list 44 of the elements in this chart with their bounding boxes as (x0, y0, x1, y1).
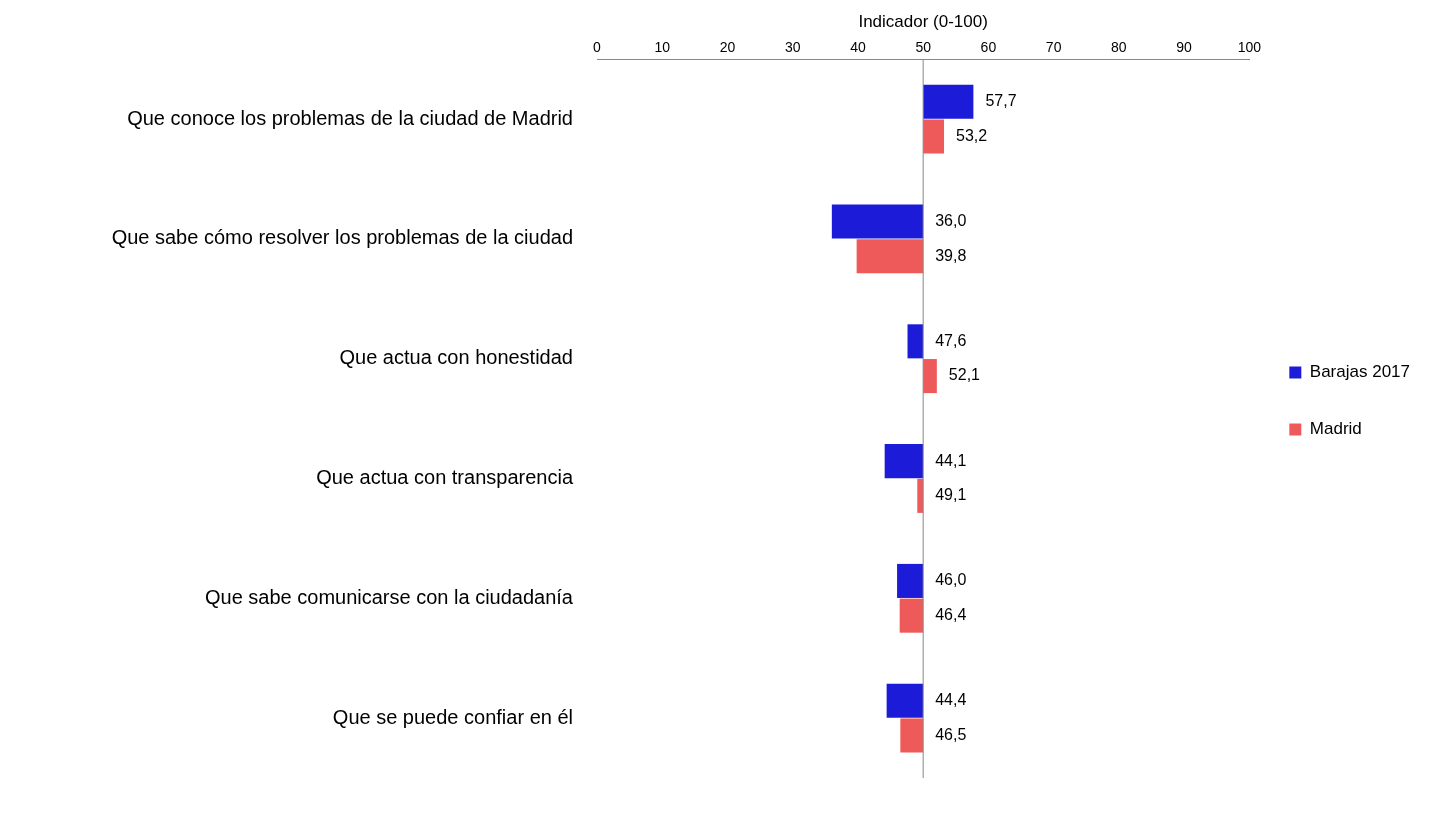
data-label: 39,8 (935, 246, 967, 264)
data-label: 44,4 (935, 691, 967, 709)
data-label: 49,1 (935, 486, 967, 504)
legend-label: Barajas 2017 (1309, 362, 1411, 382)
data-label: 46,4 (935, 606, 967, 624)
bar (897, 563, 924, 598)
bar (886, 683, 924, 718)
data-label: 44,1 (935, 451, 967, 469)
y-tick-label: Que se puede confiar en él (332, 705, 573, 728)
legend-label: Madrid (1309, 419, 1362, 439)
bar (923, 359, 937, 394)
y-tick-label: Que conoce los problemas de la ciudad de Madrid (127, 106, 573, 129)
bar (900, 718, 924, 753)
data-label: 53,2 (956, 126, 988, 144)
x-tick-label: 0 (593, 38, 602, 55)
bar (884, 444, 924, 479)
bar (899, 598, 924, 633)
x-tick-label: 80 (1111, 38, 1127, 55)
x-tick-label: 20 (719, 38, 736, 55)
y-tick-label: Que sabe comunicarse con la ciudadanía (204, 585, 574, 608)
data-label: 57,7 (985, 92, 1017, 110)
bar (831, 204, 924, 239)
y-tick-label: Que actua con transparencia (316, 466, 574, 489)
x-axis-title: Indicador (0-100) (858, 11, 988, 31)
data-label: 47,6 (935, 331, 967, 349)
y-tick-label: Que sabe cómo resolver los problemas de la ciudad (111, 226, 573, 249)
x-tick-label: 30 (784, 38, 801, 55)
x-tick-label: 10 (654, 38, 671, 55)
bar (907, 324, 924, 359)
x-tick-label: 90 (1176, 38, 1193, 55)
x-tick-label: 50 (915, 38, 932, 55)
data-label: 46,0 (935, 571, 967, 589)
bar (923, 119, 945, 154)
y-tick-label: Que actua con honestidad (339, 346, 573, 369)
x-tick-label: 70 (1045, 38, 1062, 55)
x-tick-label: 60 (980, 38, 997, 55)
data-label: 36,0 (935, 211, 967, 229)
x-tick-label: 40 (850, 38, 866, 55)
bar (917, 478, 924, 513)
x-tick-label: 100 (1237, 38, 1262, 55)
data-label: 46,5 (935, 725, 967, 743)
bar (856, 239, 924, 274)
data-label: 52,1 (948, 366, 981, 384)
bar (923, 84, 974, 119)
